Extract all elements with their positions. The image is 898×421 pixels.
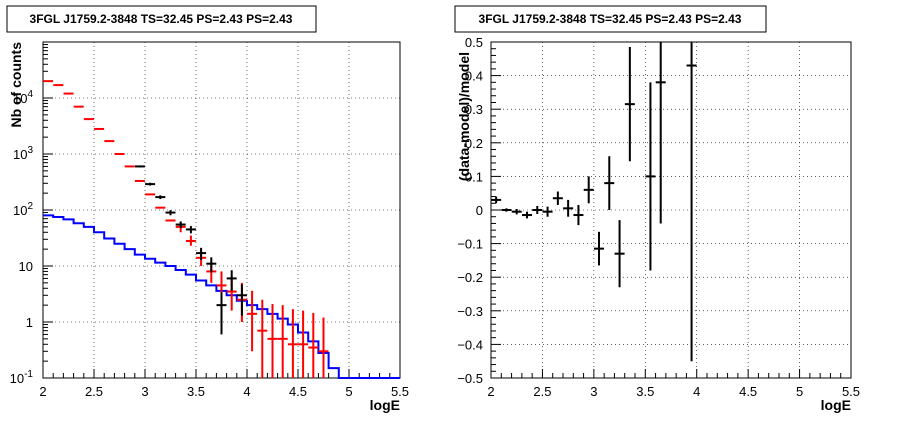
y-tick-label: 104 [13, 89, 33, 106]
right-panel: 3FGL J1759.2-3848 TS=32.45 PS=2.43 PS=2.… [454, 5, 860, 413]
x-tick-label: 2 [39, 384, 46, 399]
x-tick-label: 3 [590, 384, 597, 399]
chart-title: 3FGL J1759.2-3848 TS=32.45 PS=2.43 PS=2.… [30, 12, 293, 26]
title-box [454, 5, 767, 33]
x-tick-label: 5.5 [391, 384, 409, 399]
x-tick-label: 4.5 [289, 384, 307, 399]
x-tick-label: 2.5 [533, 384, 551, 399]
x-tick-label: 5 [345, 384, 352, 399]
x-tick-label: 4.5 [739, 384, 757, 399]
y-axis-label: Nb of counts [8, 42, 24, 128]
y-tick-label: 0 [476, 203, 483, 218]
y-axis-label: (data-model)/model [456, 52, 472, 181]
y-tick-label: 103 [13, 145, 33, 162]
y-tick-label: −0.2 [457, 270, 483, 285]
y-tick-label: 0.3 [465, 102, 483, 117]
y-tick-label: 1 [26, 315, 33, 330]
y-tick-label: 0.4 [465, 69, 483, 84]
y-tick-label: 10 [19, 259, 33, 274]
x-tick-label: 3.5 [187, 384, 205, 399]
y-tick-label: 102 [13, 201, 33, 218]
x-axis-label: logE [370, 397, 400, 413]
y-tick-label: 0.5 [465, 35, 483, 50]
x-tick-label: 3.5 [636, 384, 654, 399]
left-panel: 3FGL J1759.2-3848 TS=32.45 PS=2.43 PS=2.… [6, 5, 409, 413]
x-tick-label: 3 [141, 384, 148, 399]
y-tick-label: 10-1 [10, 369, 34, 386]
x-tick-label: 2 [487, 384, 494, 399]
y-tick-label: −0.4 [457, 337, 483, 352]
y-tick-label: −0.5 [457, 371, 483, 386]
y-tick-label: 0.1 [465, 169, 483, 184]
y-tick-label: −0.3 [457, 304, 483, 319]
x-tick-label: 4 [693, 384, 700, 399]
y-tick-label: −0.1 [457, 237, 483, 252]
chart-title: 3FGL J1759.2-3848 TS=32.45 PS=2.43 PS=2.… [479, 12, 742, 26]
x-tick-label: 5 [796, 384, 803, 399]
title-box [6, 5, 317, 33]
x-axis-label: logE [821, 397, 851, 413]
model-histogram [43, 214, 400, 379]
x-tick-label: 2.5 [85, 384, 103, 399]
x-tick-label: 5.5 [842, 384, 860, 399]
x-tick-label: 4 [243, 384, 250, 399]
y-tick-label: 0.2 [465, 136, 483, 151]
